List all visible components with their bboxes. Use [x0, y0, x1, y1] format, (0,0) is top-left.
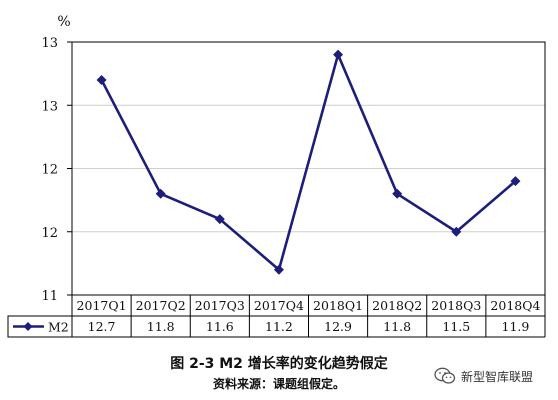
data-value-label: 11.6: [206, 319, 234, 334]
x-tick-label: 2017Q1: [77, 298, 127, 313]
x-tick-label: 2018Q4: [490, 298, 540, 313]
data-value-label: 11.5: [442, 319, 470, 334]
data-point: [214, 214, 225, 225]
data-point: [451, 226, 462, 237]
data-point: [96, 74, 107, 85]
data-value-label: 12.9: [324, 319, 352, 334]
x-tick-label: 2017Q2: [136, 298, 186, 313]
grid-lines: [72, 41, 545, 233]
x-tick-label: 2017Q4: [254, 298, 304, 313]
figure-caption: 图 2-3 M2 增长率的变化趋势假定: [170, 356, 388, 372]
data-value-label: 12.7: [88, 319, 116, 334]
data-point: [333, 49, 344, 60]
series-m2: [96, 49, 521, 275]
x-tick-label: 2018Q1: [313, 298, 363, 313]
x-tick-label: 2017Q3: [195, 298, 245, 313]
y-tick-label: 12: [41, 226, 58, 241]
data-point: [273, 264, 284, 275]
axis-labels: 13 13 12 12 11% 2017Q1 12.7 2017Q2 11.8 2017Q3 11.…: [41, 14, 540, 335]
legend-marker: [23, 322, 33, 331]
figure-source: 资料来源：课题组假定。: [212, 377, 345, 391]
data-table: [7, 295, 546, 338]
data-value-label: 11.9: [502, 319, 530, 334]
x-tick-label: 2018Q3: [431, 298, 481, 313]
y-tick-label: 11: [41, 289, 58, 304]
x-tick-label: 2018Q2: [372, 298, 422, 313]
legend-label: M2: [48, 320, 69, 335]
series-line: [100, 53, 517, 272]
data-point: [510, 176, 521, 187]
axes: [67, 41, 546, 296]
y-tick-label: 12: [41, 163, 58, 178]
watermark: 新型智库联盟: [434, 367, 533, 385]
data-value-label: 11.8: [383, 319, 411, 334]
legend-cell: [7, 315, 73, 338]
wechat-icon: [434, 367, 456, 384]
data-point: [155, 188, 166, 199]
y-tick-label: 13: [41, 99, 58, 114]
plot-frame: [71, 41, 546, 296]
watermark-text: 新型智库联盟: [461, 369, 534, 384]
data-value-label: 11.8: [147, 319, 175, 334]
y-axis-label: %: [57, 14, 70, 30]
y-tick-label: 13: [41, 36, 58, 51]
data-value-label: 11.2: [265, 319, 293, 334]
data-point: [392, 188, 403, 199]
